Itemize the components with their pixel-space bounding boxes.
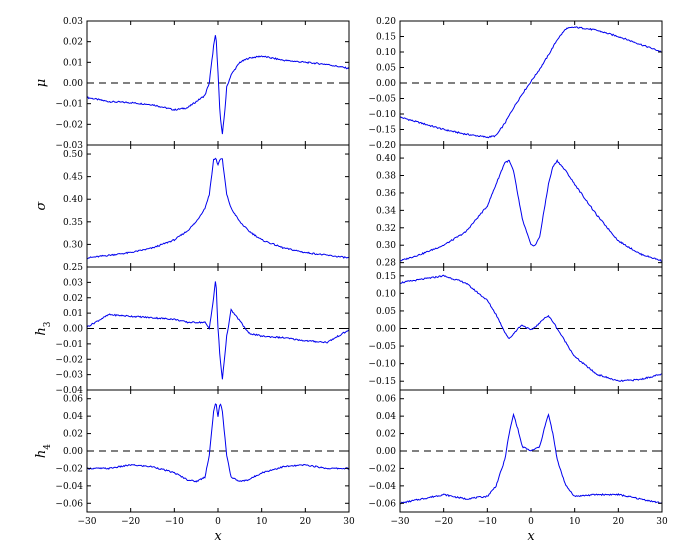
y-tick-label: 0.34 (376, 206, 396, 216)
series-line (399, 274, 663, 382)
y-tick-label: 0.02 (63, 38, 83, 48)
y-tick-label: 0.00 (376, 79, 396, 89)
y-tick-label: −0.04 (368, 482, 396, 492)
y-tick-label: −0.05 (368, 342, 396, 352)
y-tick-label: 0.00 (63, 79, 83, 89)
panel-sigma-left: 0.25 0.30 0.35 0.40 0.45 0.50 σ (34, 144, 350, 273)
panel-h4-left: −0.06 −0.04 −0.02 0.00 0.02 0.04 0.06 −30 −20 −10… (34, 389, 355, 544)
y-tick-label: 0.06 (63, 395, 83, 405)
y-tick-label: −0.10 (368, 110, 396, 120)
y-tick-label: 0.10 (376, 289, 396, 299)
x-tick-label: −20 (434, 517, 453, 527)
y-tick-label: 0.30 (63, 240, 83, 250)
x-tick-label: −30 (78, 517, 97, 527)
y-tick-label: −0.06 (368, 499, 396, 509)
series-line (399, 26, 663, 139)
y-tick-label: 0.15 (376, 33, 396, 43)
y-tick-label: 0.01 (63, 58, 83, 68)
y-tick-label: −0.01 (55, 100, 83, 110)
y-tick-label: 0.10 (376, 48, 396, 58)
y-tick-label: −0.20 (368, 141, 396, 151)
y-tick-label: 0.05 (376, 307, 396, 317)
y-tick-label: −0.15 (368, 126, 396, 136)
y-tick-label: −0.05 (368, 95, 396, 105)
x-axis-label: x (527, 529, 535, 544)
y-tick-label: 0.40 (376, 154, 396, 164)
panel-h3-left: −0.04 −0.03 −0.02 −0.01 0.00 0.01 0.02 0.03 h3 (34, 266, 350, 396)
y-tick-label: −0.03 (55, 371, 83, 381)
y-tick-label: 0.35 (63, 218, 83, 228)
y-tick-label: 0.02 (63, 294, 83, 304)
y-tick-label: 0.06 (376, 395, 396, 405)
y-tick-label: 0.28 (376, 259, 396, 269)
series-line (86, 35, 350, 135)
x-tick-label: 20 (613, 517, 625, 527)
y-tick-label: −0.01 (55, 340, 83, 350)
y-tick-label: −0.10 (368, 360, 396, 370)
y-tick-label: 0.00 (63, 447, 83, 457)
y-tick-label: 0.50 (63, 150, 83, 160)
y-tick-label: 0.00 (376, 325, 396, 335)
panel-sigma-right: 0.28 0.30 0.32 0.34 0.36 0.38 0.40 (376, 144, 663, 269)
series-line (399, 159, 662, 262)
y-axis-label: μ (34, 79, 49, 87)
series-line (86, 281, 350, 380)
x-tick-label: 30 (656, 517, 668, 527)
x-tick-label: 0 (528, 517, 534, 527)
y-tick-label: −0.02 (55, 355, 83, 365)
y-tick-label: 0.40 (63, 195, 83, 205)
y-tick-label: 0.38 (376, 172, 396, 182)
x-tick-label: 20 (300, 517, 312, 527)
series-line (399, 412, 663, 505)
y-tick-label: −0.06 (55, 499, 83, 509)
panel-mu-left: −0.03 −0.02 −0.01 0.00 0.01 0.02 0.03 μ (34, 17, 350, 151)
y-tick-label: −0.02 (55, 464, 83, 474)
y-tick-label: 0.00 (63, 325, 83, 335)
y-axis-label: h4 (34, 444, 53, 458)
x-tick-label: −20 (121, 517, 140, 527)
panel-frame (399, 144, 663, 268)
x-tick-label: −10 (165, 517, 184, 527)
panel-h4-right: −0.06 −0.04 −0.02 0.00 0.02 0.04 0.06 −30 −20 −10… (368, 389, 668, 544)
y-tick-label: 0.04 (376, 412, 396, 422)
y-tick-label: −0.04 (55, 386, 83, 396)
y-tick-label: 0.03 (63, 278, 83, 288)
x-tick-label: −10 (478, 517, 497, 527)
y-tick-label: 0.25 (63, 263, 83, 273)
y-tick-label: −0.04 (55, 482, 83, 492)
series-line (86, 157, 350, 260)
x-tick-label: 10 (569, 517, 581, 527)
y-axis-label: h3 (34, 321, 53, 335)
y-tick-label: 0.30 (376, 241, 396, 251)
panel-mu-right: −0.20 −0.15 −0.10 −0.05 0.00 0.05 0.10 0.15 0.20 (368, 17, 663, 151)
y-tick-label: 0.32 (376, 224, 396, 234)
y-tick-label: 0.03 (63, 17, 83, 27)
y-tick-label: −0.02 (55, 120, 83, 130)
y-tick-label: 0.04 (63, 412, 83, 422)
x-tick-label: 0 (215, 517, 221, 527)
x-tick-label: 30 (343, 517, 355, 527)
series-line (86, 403, 350, 483)
y-tick-label: 0.05 (376, 64, 396, 74)
panel-h3-right: −0.15 −0.10 −0.05 0.00 0.05 0.10 0.15 (368, 266, 663, 391)
y-tick-label: 0.36 (376, 189, 396, 199)
y-tick-label: −0.02 (368, 464, 396, 474)
y-tick-label: 0.01 (63, 309, 83, 319)
y-tick-label: 0.15 (376, 272, 396, 282)
x-axis-label: x (214, 529, 222, 544)
y-tick-label: 0.02 (376, 430, 396, 440)
y-tick-label: 0.20 (376, 17, 396, 27)
y-tick-label: 0.45 (63, 173, 83, 183)
y-tick-label: −0.15 (368, 377, 396, 387)
y-axis-label: σ (34, 200, 49, 210)
x-tick-label: −30 (391, 517, 410, 527)
x-tick-label: 10 (256, 517, 268, 527)
y-tick-label: 0.00 (376, 447, 396, 457)
y-tick-label: 0.02 (63, 430, 83, 440)
y-tick-label: −0.03 (55, 141, 83, 151)
